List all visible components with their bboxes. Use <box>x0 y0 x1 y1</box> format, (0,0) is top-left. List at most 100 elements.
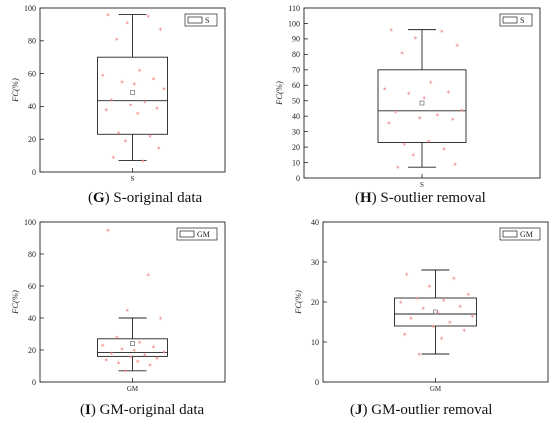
panel-i-xtick-label: GM <box>127 385 139 393</box>
panel-h-box <box>377 69 467 143</box>
panel-h-data-point: ✶ <box>389 27 394 34</box>
panel-g-data-point: ✶ <box>116 130 121 137</box>
panel-i-data-point: ✶ <box>119 346 124 353</box>
panel-h-data-point: ✶ <box>411 152 416 159</box>
caption-g-letter: G <box>93 190 105 206</box>
panel-i-data-point: ✶ <box>151 344 156 351</box>
panel-j-data-point: ✶ <box>451 275 456 282</box>
caption-g: (G) S-original data <box>88 190 203 206</box>
panel-j-data-point: ✶ <box>408 315 413 322</box>
panel-g-data-point: ✶ <box>104 107 109 114</box>
panel-h-data-point: ✶ <box>441 146 446 153</box>
panel-h-data-point: ✶ <box>450 117 455 124</box>
panel-i-data-point: ✶ <box>114 335 119 342</box>
panel-i-data-point: ✶ <box>116 360 121 367</box>
panel-h-ytick-label: 40 <box>292 112 300 121</box>
panel-g-data-point: ✶ <box>135 110 140 117</box>
panel-h-ytick-label: 110 <box>288 4 300 13</box>
panel-i-data-point: ✶ <box>104 357 109 364</box>
panel-j-data-point: ✶ <box>458 303 463 310</box>
panel-h-data-point: ✶ <box>393 109 398 116</box>
panel-j-frame <box>322 221 549 383</box>
panel-g-ytick-label: 0 <box>32 168 36 177</box>
panel-i-data-point: ✶ <box>109 351 114 358</box>
panel-j-data-point: ✶ <box>431 323 436 330</box>
caption-j-letter: J <box>355 402 363 418</box>
panel-i-data-point: ✶ <box>146 272 151 279</box>
panel-i-data-point: ✶ <box>142 352 147 359</box>
panel-h-ytick-label: 90 <box>292 35 300 44</box>
panel-g-data-point: ✶ <box>156 145 161 152</box>
panel-j-data-point: ✶ <box>439 335 444 342</box>
panel-h-data-point: ✶ <box>455 42 460 49</box>
panel-j-data-point: ✶ <box>417 351 422 358</box>
panel-g-data-point: ✶ <box>146 14 151 21</box>
panel-g-mean-marker <box>130 90 135 95</box>
panel-g-ytick-label: 40 <box>28 102 36 111</box>
panel-j-data-point: ✶ <box>415 295 420 302</box>
panel-i-legend-swatch <box>179 230 195 238</box>
panel-i-data-point: ✶ <box>135 359 140 366</box>
panel-g-data-point: ✶ <box>140 158 145 165</box>
panel-j-data-point: ✶ <box>398 299 403 306</box>
panel-g-data-point: ✶ <box>123 138 128 145</box>
panel-h-data-point: ✶ <box>402 141 407 148</box>
panel-g-legend-swatch <box>187 16 203 24</box>
panel-i-data-point: ✶ <box>100 343 105 350</box>
panel-h-ytick-label: 10 <box>292 158 300 167</box>
panel-j-data-point: ✶ <box>404 271 409 278</box>
panel-j-xtick-label: GM <box>430 385 442 393</box>
panel-j-box <box>394 297 477 327</box>
panel-j-data-point: ✶ <box>470 313 475 320</box>
panel-g-legend <box>184 13 218 27</box>
caption-h: (H) S-outlier removal <box>355 190 486 206</box>
panel-g-ytick-label: 80 <box>28 37 36 46</box>
panel-i-ytick-label: 60 <box>28 282 36 291</box>
panel-i-ytick-label: 0 <box>32 378 36 387</box>
panel-h-data-point: ✶ <box>386 120 391 127</box>
caption-i-text: GM-original data <box>99 402 205 418</box>
panel-g-box <box>97 56 168 135</box>
panel-h-data-point: ✶ <box>426 138 431 145</box>
panel-i-ytick-label: 80 <box>28 250 36 259</box>
panel-i-data-point: ✶ <box>125 307 130 314</box>
panel-h-ytick-label: 30 <box>292 127 300 136</box>
panel-j-data-point: ✶ <box>441 297 446 304</box>
panel-h-ytick-label: 0 <box>296 174 300 183</box>
panel-h-data-point: ✶ <box>413 35 418 42</box>
panel-h-data-point: ✶ <box>435 112 440 119</box>
panel-h-ytick-label: 50 <box>292 97 300 106</box>
panel-h-legend-swatch <box>502 16 518 24</box>
panel-i-box <box>97 338 168 357</box>
panel-h-ylabel: FC(%) <box>274 81 284 106</box>
panel-i-data-point: ✶ <box>147 362 152 369</box>
panel-g-data-point: ✶ <box>105 12 110 19</box>
panel-i-data-point: ✶ <box>137 339 142 346</box>
panel-j-data-point: ✶ <box>421 305 426 312</box>
panel-g-data-point: ✶ <box>128 102 133 109</box>
panel-h-data-point: ✶ <box>459 107 464 114</box>
panel-h-data-point: ✶ <box>446 89 451 96</box>
panel-j-data-point: ✶ <box>466 291 471 298</box>
panel-j-ylabel: FC(%) <box>293 290 303 315</box>
panel-i-data-point: ✶ <box>123 368 128 375</box>
panel-g-ytick-label: 60 <box>28 69 36 78</box>
panel-g-ytick-label: 20 <box>28 135 36 144</box>
panel-i-data-point: ✶ <box>158 315 163 322</box>
panel-j-mean-marker <box>433 309 438 315</box>
caption-h-text: S-outlier removal <box>380 190 486 206</box>
panel-i-ytick-label: 40 <box>28 314 36 323</box>
panel-h-data-point: ✶ <box>422 95 427 102</box>
panel-g-data-point: ✶ <box>114 37 119 44</box>
caption-j: (J) GM-outlier removal <box>350 402 493 418</box>
panel-j-ytick-label: 0 <box>315 378 319 387</box>
panel-g-data-point: ✶ <box>147 133 152 140</box>
panel-i-mean-marker <box>130 341 135 346</box>
panel-i-data-point: ✶ <box>154 355 159 362</box>
caption-h-letter: H <box>360 190 372 206</box>
panel-g-data-point: ✶ <box>125 20 130 27</box>
panel-h-xtick-label: S <box>420 181 424 189</box>
panel-h-data-point: ✶ <box>382 86 387 93</box>
panel-g-data-point: ✶ <box>109 97 114 104</box>
panel-h-data-point: ✶ <box>395 165 400 172</box>
